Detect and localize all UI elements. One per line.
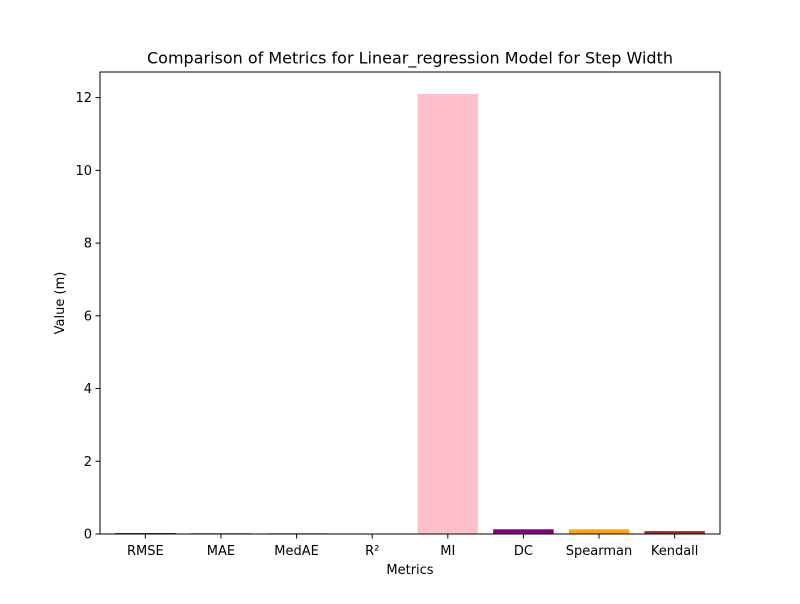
- y-tick-label: 10: [75, 164, 92, 179]
- x-tick-label: Kendall: [651, 544, 699, 559]
- bar-kendall: [644, 531, 705, 534]
- bar-dc: [493, 529, 554, 534]
- x-tick-label: MedAE: [274, 544, 319, 559]
- y-tick-label: 2: [84, 455, 92, 470]
- x-tick-label: R²: [365, 544, 379, 559]
- y-tick-label: 0: [84, 528, 92, 543]
- bar-spearman: [568, 529, 630, 534]
- x-axis-ticks: RMSE MAE MedAE R² MI DC Spearman Kendall: [127, 534, 698, 559]
- y-axis-label: Value (m): [53, 272, 68, 335]
- x-axis-label: Metrics: [386, 563, 433, 578]
- y-tick-label: 6: [84, 309, 92, 324]
- x-tick-label: DC: [514, 544, 533, 559]
- x-tick-label: MI: [440, 544, 455, 559]
- y-tick-label: 4: [84, 382, 92, 397]
- plot-frame: [99, 71, 721, 535]
- y-tick-label: 8: [84, 237, 92, 252]
- chart-title: Comparison of Metrics for Linear_regress…: [147, 49, 673, 69]
- bars-layer: [115, 94, 705, 534]
- x-tick-label: RMSE: [127, 544, 164, 559]
- x-tick-label: MAE: [207, 544, 235, 559]
- y-axis-ticks: 0 2 4 6 8 10 12: [75, 91, 100, 543]
- bar-mi: [417, 94, 479, 534]
- y-tick-label: 12: [75, 91, 92, 106]
- x-tick-label: Spearman: [566, 544, 632, 559]
